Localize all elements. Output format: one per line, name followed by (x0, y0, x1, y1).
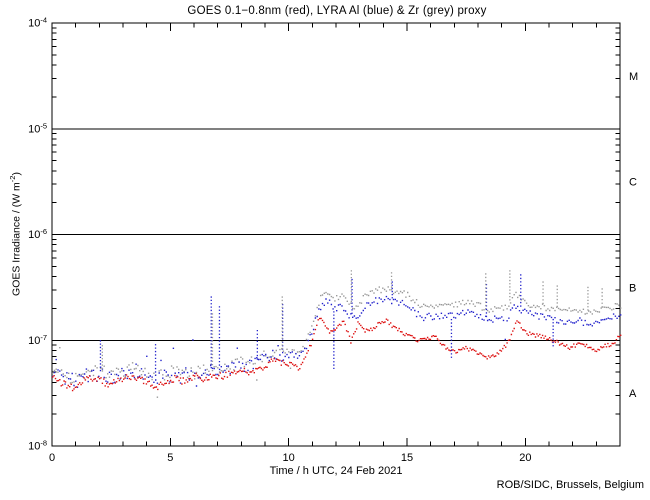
series-al-noise-spikes (99, 274, 554, 376)
y-tick-label: 10-5 (28, 121, 47, 135)
y-axis-label-suffix: ) (10, 172, 23, 176)
x-axis-label: Time / h UTC, 24 Feb 2021 (269, 465, 403, 477)
credit-text: ROB/SIDC, Brussels, Belgium (496, 479, 644, 491)
series-goes-dots (52, 317, 622, 392)
y-axis-label-text: GOES Irradiance / (W m (10, 182, 23, 296)
series-zr-noise-spikes (101, 270, 603, 370)
flare-class-label-M: M (629, 71, 638, 83)
x-tick-label: 0 (49, 452, 55, 464)
series-zr-dots (52, 286, 622, 398)
y-tick-label: 10-7 (28, 333, 47, 347)
y-axis-label-exponent: -2 (7, 175, 17, 183)
y-tick-label: 10-8 (28, 439, 47, 453)
series-goes (52, 317, 622, 392)
flare-class-label-A: A (629, 388, 637, 400)
x-tick-label: 20 (519, 452, 531, 464)
series-al (52, 295, 622, 388)
series-zr (52, 286, 622, 398)
y-axis-label: GOES Irradiance / (W m-2) (8, 172, 23, 296)
series-al-dots (52, 295, 622, 388)
y-tick-label: 10-6 (28, 227, 47, 241)
flare-class-label-B: B (629, 282, 636, 294)
x-tick-label: 5 (167, 452, 173, 464)
y-tick-label: 10-4 (28, 16, 47, 30)
flare-class-label-C: C (629, 177, 637, 189)
x-tick-label: 15 (401, 452, 413, 464)
x-tick-label: 10 (283, 452, 295, 464)
chart-title: GOES 0.1−0.8nm (red), LYRA Al (blue) & Z… (187, 5, 487, 17)
